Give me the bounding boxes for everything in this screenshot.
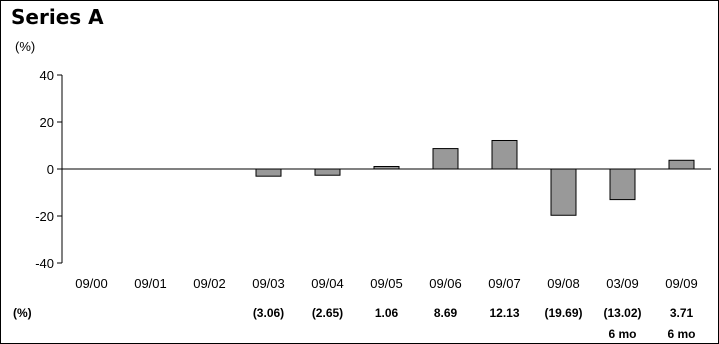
bar (373, 166, 400, 170)
y-tick-label: 40 (40, 68, 54, 83)
data-label: 3.71 (670, 306, 694, 320)
y-tick-label: 0 (47, 162, 54, 177)
chart-title: Series A (11, 5, 104, 29)
data-label: (2.65) (312, 306, 343, 320)
bar (314, 168, 341, 176)
x-tick-label: 09/09 (665, 276, 698, 291)
bar (609, 168, 636, 201)
bar (550, 168, 577, 216)
bar (432, 148, 459, 170)
x-tick-label: 03/09 (606, 276, 639, 291)
bar (668, 159, 695, 170)
bar (491, 139, 518, 170)
x-tick-label: 09/06 (429, 276, 462, 291)
y-axis-label: (%) (15, 39, 35, 54)
y-tick-label: -40 (35, 256, 54, 271)
y-tick-label: -20 (35, 209, 54, 224)
x-tick-label: 09/02 (193, 276, 226, 291)
data-label: 12.13 (489, 306, 519, 320)
x-tick-label: 09/00 (75, 276, 108, 291)
data-label: (19.69) (544, 306, 582, 320)
x-tick-label: 09/04 (311, 276, 344, 291)
x-tick-label: 09/05 (370, 276, 403, 291)
data-label: 1.06 (375, 306, 399, 320)
x-tick-label: 09/01 (134, 276, 167, 291)
x-tick-label: 09/08 (547, 276, 580, 291)
data-label: (13.02) (603, 306, 641, 320)
bar (255, 168, 282, 177)
data-label: (3.06) (253, 306, 284, 320)
data-sublabel: 6 mo (608, 327, 636, 341)
x-tick-label: 09/03 (252, 276, 285, 291)
data-sublabel: 6 mo (667, 327, 695, 341)
y-tick-label: 20 (40, 115, 54, 130)
data-label: 8.69 (434, 306, 458, 320)
x-tick-label: 09/07 (488, 276, 521, 291)
table-row-label: (%) (13, 306, 32, 320)
